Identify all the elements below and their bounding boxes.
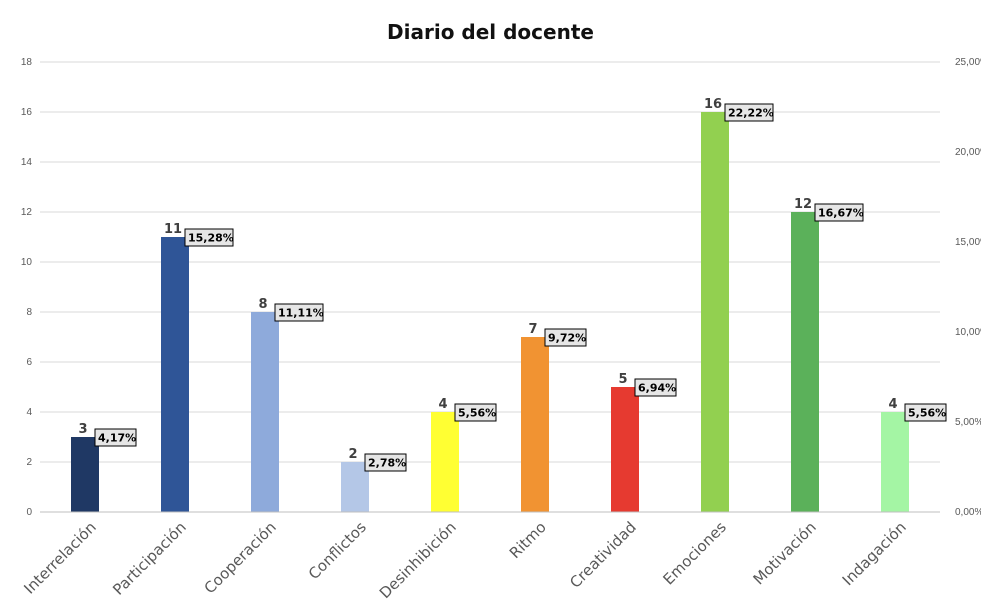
bar — [251, 312, 279, 512]
category-label: Motivación — [750, 518, 820, 588]
value-label: 4 — [438, 397, 447, 412]
category-label: Desinhibición — [376, 518, 460, 602]
bar — [161, 237, 189, 512]
percent-label: 2,78% — [368, 457, 406, 470]
y-tick-label: 0 — [26, 507, 32, 518]
y-tick-label: 16 — [21, 107, 33, 118]
category-label: Interrelación — [20, 518, 100, 598]
bar — [791, 212, 819, 512]
percent-label: 4,17% — [98, 432, 136, 445]
percent-label: 5,56% — [458, 407, 496, 420]
y-tick-label: 6 — [26, 357, 32, 368]
percent-label: 6,94% — [638, 382, 676, 395]
bar — [701, 112, 729, 512]
y2-tick-label: 0,00% — [955, 507, 981, 518]
percent-label: 5,56% — [908, 407, 946, 420]
category-label: Conflictos — [305, 518, 370, 583]
value-label: 4 — [888, 397, 897, 412]
y-tick-label: 12 — [21, 207, 33, 218]
bar — [881, 412, 909, 512]
value-label: 5 — [618, 372, 627, 387]
category-label: Cooperación — [201, 518, 280, 597]
category-label: Indagación — [839, 518, 910, 589]
percent-label-box — [454, 403, 497, 422]
percent-label-box — [544, 328, 587, 347]
y2-tick-label: 25,00% — [955, 57, 981, 68]
percent-label-box — [724, 103, 774, 122]
percent-label-box — [364, 453, 407, 472]
category-label: Emociones — [660, 518, 730, 588]
y-tick-label: 4 — [26, 407, 32, 418]
value-label: 8 — [258, 297, 267, 312]
y-tick-label: 2 — [26, 457, 32, 468]
category-label: Ritmo — [506, 518, 550, 562]
percent-label-box — [634, 378, 677, 397]
bar — [341, 462, 369, 512]
y2-tick-label: 15,00% — [955, 237, 981, 248]
percent-label: 15,28% — [188, 232, 234, 245]
value-label: 3 — [78, 422, 87, 437]
chart-title: Diario del docente — [387, 20, 594, 44]
value-label: 12 — [794, 197, 812, 212]
value-label: 2 — [348, 447, 357, 462]
y-tick-label: 14 — [21, 157, 33, 168]
bar — [611, 387, 639, 512]
y2-tick-label: 5,00% — [955, 417, 981, 428]
category-label: Creatividad — [566, 518, 640, 592]
value-label: 7 — [528, 322, 537, 337]
category-label: Participación — [109, 518, 190, 599]
y2-tick-label: 20,00% — [955, 147, 981, 158]
y-tick-label: 18 — [21, 57, 33, 68]
y-tick-label: 8 — [26, 307, 32, 318]
bar — [71, 437, 99, 512]
percent-label: 16,67% — [818, 207, 864, 220]
percent-label: 9,72% — [548, 332, 586, 345]
bar — [431, 412, 459, 512]
percent-label-box — [94, 428, 137, 447]
value-label: 11 — [164, 222, 182, 237]
percent-label-box — [814, 203, 864, 222]
percent-label: 11,11% — [278, 307, 324, 320]
percent-label-box — [274, 303, 324, 322]
percent-label: 22,22% — [728, 107, 774, 120]
bar — [521, 337, 549, 512]
y2-tick-label: 10,00% — [955, 327, 981, 338]
value-label: 16 — [704, 97, 722, 112]
percent-label-box — [184, 228, 234, 247]
y-tick-label: 10 — [21, 257, 33, 268]
percent-label-box — [904, 403, 947, 422]
